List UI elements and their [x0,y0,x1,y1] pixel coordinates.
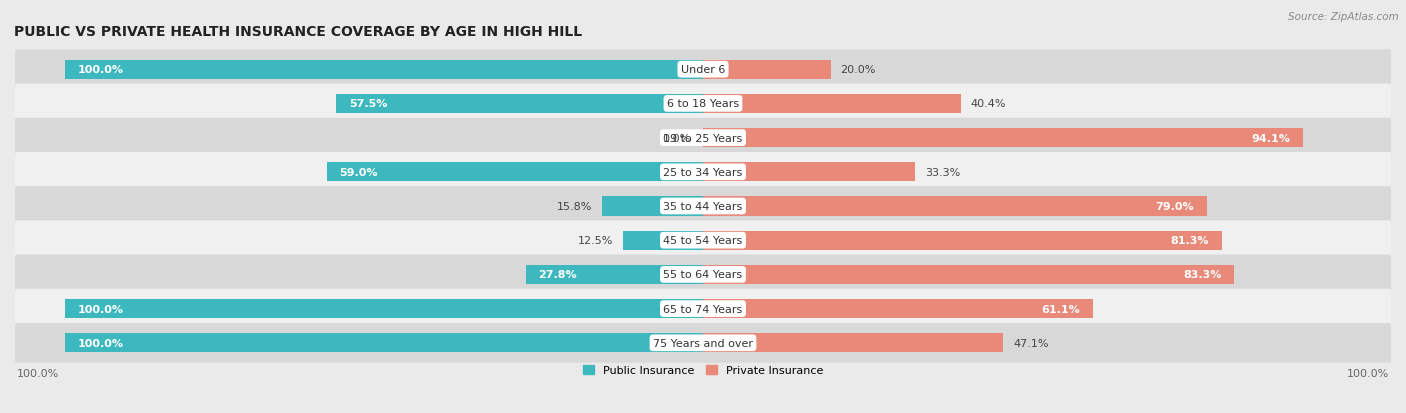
Text: 47.1%: 47.1% [1012,338,1049,348]
Bar [703,197,1206,216]
Text: 12.5%: 12.5% [578,236,613,246]
Text: 33.3%: 33.3% [925,167,960,177]
Bar [703,163,915,182]
FancyBboxPatch shape [15,221,1391,261]
Text: 20.0%: 20.0% [841,65,876,75]
Text: 45 to 54 Years: 45 to 54 Years [664,236,742,246]
Bar [703,231,1222,250]
Bar [703,95,960,114]
Bar [326,163,703,182]
Text: 27.8%: 27.8% [538,270,576,280]
Bar [526,265,703,284]
Text: 83.3%: 83.3% [1184,270,1222,280]
Text: 79.0%: 79.0% [1156,202,1194,211]
Bar [65,60,703,80]
Text: 25 to 34 Years: 25 to 34 Years [664,167,742,177]
FancyBboxPatch shape [15,119,1391,158]
FancyBboxPatch shape [15,255,1391,294]
Text: 81.3%: 81.3% [1170,236,1209,246]
Text: 100.0%: 100.0% [77,338,124,348]
Text: PUBLIC VS PRIVATE HEALTH INSURANCE COVERAGE BY AGE IN HIGH HILL: PUBLIC VS PRIVATE HEALTH INSURANCE COVER… [14,25,582,39]
Bar [703,333,1004,353]
Text: 55 to 64 Years: 55 to 64 Years [664,270,742,280]
FancyBboxPatch shape [15,50,1391,90]
Legend: Public Insurance, Private Insurance: Public Insurance, Private Insurance [579,361,827,380]
FancyBboxPatch shape [15,84,1391,124]
Text: 100.0%: 100.0% [1347,368,1389,379]
Text: 6 to 18 Years: 6 to 18 Years [666,99,740,109]
FancyBboxPatch shape [15,187,1391,226]
Text: 61.1%: 61.1% [1042,304,1080,314]
Bar [336,95,703,114]
Bar [703,299,1092,318]
Text: 100.0%: 100.0% [77,65,124,75]
Bar [703,129,1303,148]
Text: 19 to 25 Years: 19 to 25 Years [664,133,742,143]
FancyBboxPatch shape [15,323,1391,363]
Bar [65,333,703,353]
FancyBboxPatch shape [15,152,1391,192]
Text: 0.0%: 0.0% [662,133,690,143]
Text: 57.5%: 57.5% [349,99,387,109]
Bar [623,231,703,250]
Text: 35 to 44 Years: 35 to 44 Years [664,202,742,211]
Bar [703,265,1234,284]
Bar [602,197,703,216]
FancyBboxPatch shape [15,289,1391,329]
Text: 100.0%: 100.0% [77,304,124,314]
Text: Source: ZipAtlas.com: Source: ZipAtlas.com [1288,12,1399,22]
Bar [703,60,831,80]
Text: Under 6: Under 6 [681,65,725,75]
Text: 94.1%: 94.1% [1251,133,1291,143]
Text: 65 to 74 Years: 65 to 74 Years [664,304,742,314]
Text: 75 Years and over: 75 Years and over [652,338,754,348]
Text: 15.8%: 15.8% [557,202,593,211]
Text: 40.4%: 40.4% [970,99,1005,109]
Text: 100.0%: 100.0% [17,368,59,379]
Text: 59.0%: 59.0% [339,167,378,177]
Bar [65,299,703,318]
